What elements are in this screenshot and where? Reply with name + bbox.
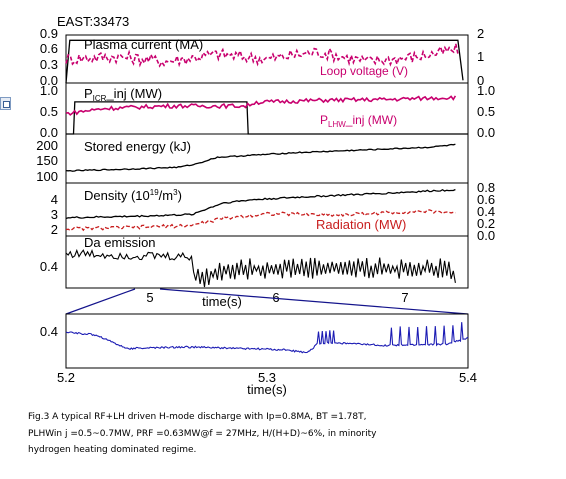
rtick-p4-0.2: 0.2 (477, 216, 495, 231)
xtick-6: 6 (272, 290, 279, 305)
panel-5-frame (65, 235, 469, 289)
tick-p5-0.4: 0.4 (40, 259, 58, 274)
zoom-xtick-5.3: 5.3 (258, 370, 276, 385)
panel-2-label2: PLHW_inj (MW) (320, 113, 397, 129)
tick-p2-0.5: 0.5 (40, 104, 58, 119)
series-da-emission (65, 248, 456, 288)
tick-p1-0.6: 0.6 (40, 41, 58, 56)
tick-p4-3: 3 (51, 207, 58, 222)
side-tab-icon[interactable] (0, 97, 11, 110)
zoom-trace-layer (65, 322, 469, 354)
rtick-p2-0.5: 0.5 (477, 104, 495, 119)
caption-line-1: Fig.3 A typical RF+LH driven H-mode disc… (28, 412, 367, 422)
panel-2-label: PICR_inj (MW) (84, 86, 162, 103)
tick-p1-0.0: 0.0 (40, 73, 58, 88)
shot-title: EAST:33473 (57, 14, 129, 29)
rtick-p1-2: 2 (477, 26, 484, 41)
zoom-xtick-5.2: 5.2 (57, 370, 75, 385)
left-tick-labels: 0.9 0.6 0.3 0.0 1.0 0.5 0.0 200 150 100 … (36, 26, 58, 274)
panel-1-label2: Loop voltage (V) (320, 64, 408, 78)
tick-p1-0.9: 0.9 (40, 26, 58, 41)
rtick-p1-1: 1 (477, 49, 484, 64)
panel-1-label: Plasma current (MA) (84, 37, 203, 52)
series-loop-voltage-v- (65, 43, 459, 68)
top-xlabel: time(s) (202, 294, 242, 309)
rtick-p4-0.6: 0.6 (477, 192, 495, 207)
right-tick-labels: 2 1 0 1.0 0.5 0.0 0.8 0.6 0.4 0.2 0.0 (477, 26, 495, 243)
tick-p3-200: 200 (36, 138, 58, 153)
rtick-p4-0.4: 0.4 (477, 204, 495, 219)
tick-p2-0.0: 0.0 (40, 125, 58, 140)
rtick-p2-1.0: 1.0 (477, 83, 495, 98)
series-stored-energy-kj- (65, 143, 456, 172)
tick-p1-0.3: 0.3 (40, 57, 58, 72)
zoom-panel-frame (65, 313, 469, 369)
trace-layer (65, 39, 468, 288)
zoom-xtick-5.4: 5.4 (459, 370, 477, 385)
tick-p3-150: 150 (36, 153, 58, 168)
series-density (65, 188, 456, 220)
rtick-p1-0: 0 (477, 73, 484, 88)
panel-4-label2: Radiation (MW) (316, 217, 406, 232)
xtick-5: 5 (146, 290, 153, 305)
zoom-ytick-0.4: 0.4 (40, 324, 58, 339)
tick-p2-1.0: 1.0 (40, 83, 58, 98)
panel-3-label: Stored energy (kJ) (84, 139, 191, 154)
series-da-emission-zoom (65, 322, 469, 354)
panel-4-label: Density (1019/m3) (84, 188, 182, 203)
rtick-p4-0.8: 0.8 (477, 180, 495, 195)
rtick-p4-0.0: 0.0 (477, 228, 495, 243)
tick-p4-4: 4 (51, 192, 58, 207)
zoom-xlabel: time(s) (247, 382, 287, 397)
panel-5-label: Da emission (84, 235, 156, 250)
series-p-icr-inj-mw- (66, 101, 468, 135)
series-plasma-current-ma- (65, 39, 464, 84)
caption-line-2: PLHWin j =0.5~0.7MW, PRF =0.63MW@f = 27M… (28, 429, 377, 439)
xtick-7: 7 (401, 290, 408, 305)
caption-line-3: hydrogen heating dominated regime. (28, 445, 197, 455)
zoom-connector-right (159, 288, 469, 315)
rtick-p2-0.0: 0.0 (477, 125, 495, 140)
tick-p4-2: 2 (51, 222, 58, 237)
series-p-lhw-inj-mw- (65, 95, 457, 116)
tick-p3-100: 100 (36, 169, 58, 184)
zoom-connector-left (65, 288, 136, 315)
